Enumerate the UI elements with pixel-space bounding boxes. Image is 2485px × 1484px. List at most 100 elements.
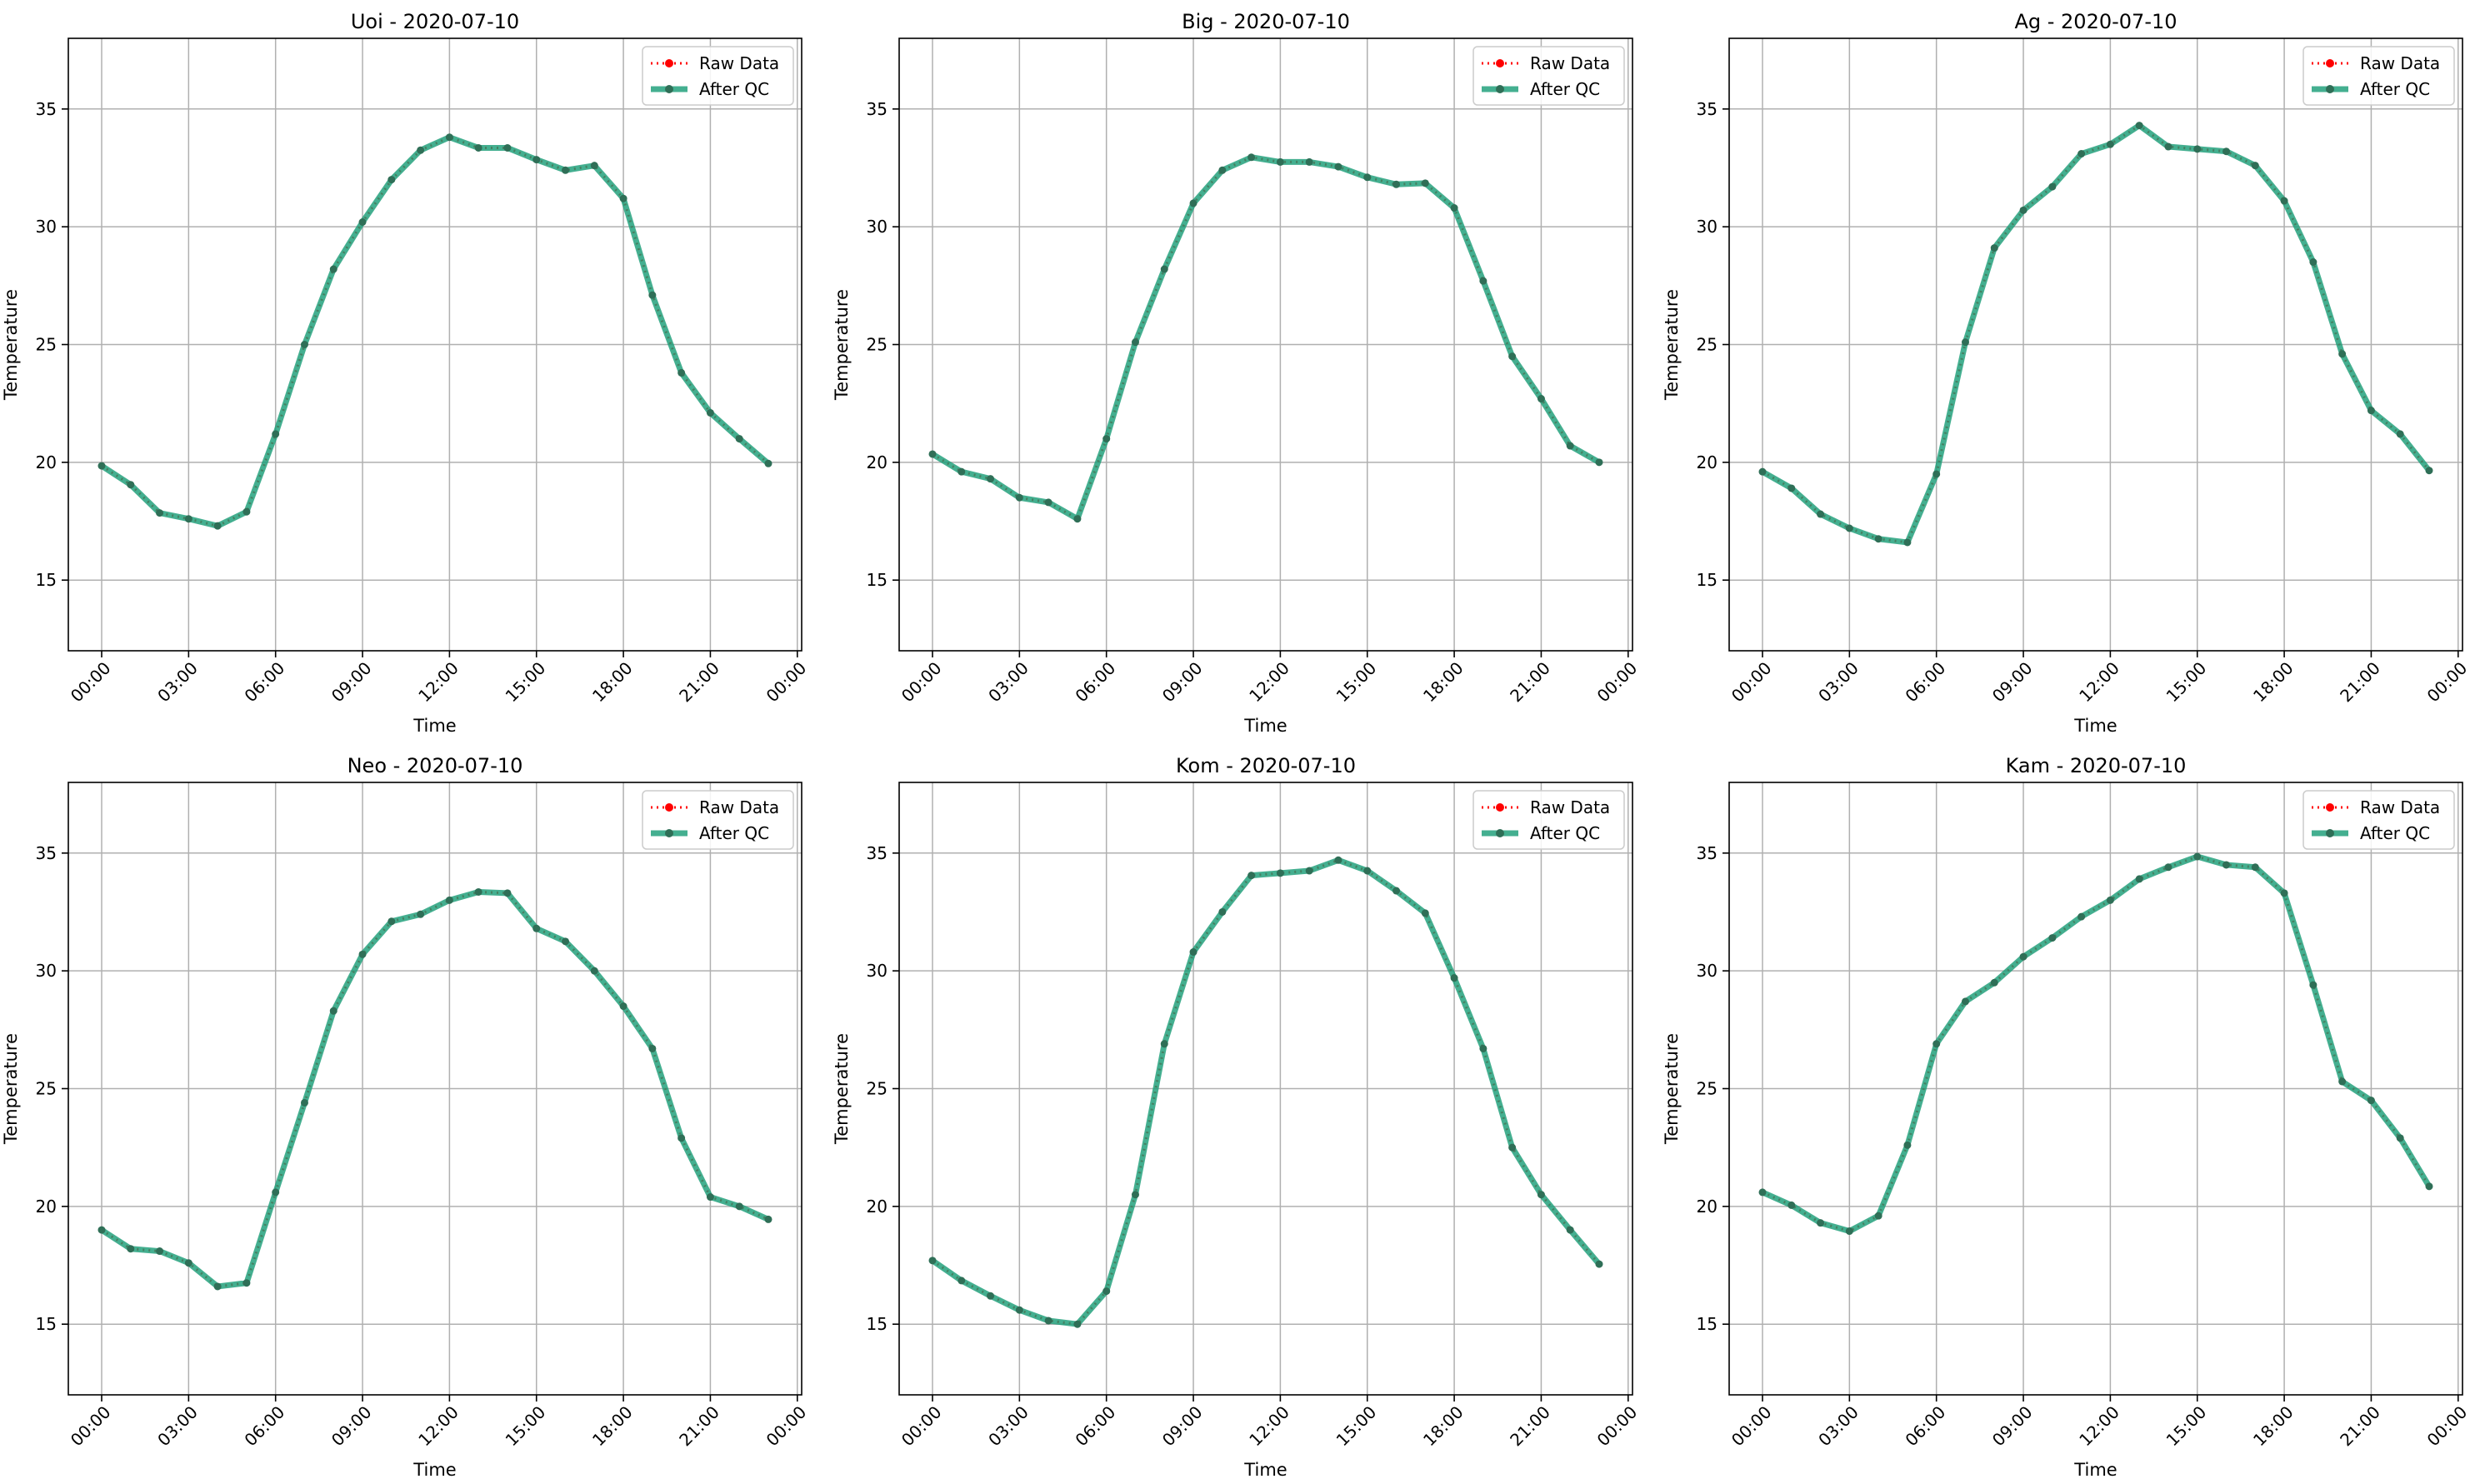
after-qc-point [1788,1201,1796,1209]
after-qc-point [2164,863,2172,872]
after-qc-point [2367,1097,2375,1105]
x-tick-label: 06:00 [1902,658,1950,707]
legend-qc-marker [2326,829,2334,837]
x-tick-label: 00:00 [762,1402,811,1451]
legend-raw-marker [1496,803,1504,812]
after-qc-line [1761,122,2432,546]
chart-title: Kam - 2020-07-10 [2006,754,2187,777]
x-tick-label: 03:00 [984,658,1032,707]
legend-raw-marker [2326,59,2334,67]
after-qc-point [678,368,686,377]
legend: Raw Data After QC [1472,790,1625,850]
y-tick-label: 20 [1697,1197,1718,1217]
x-tick-label: 21:00 [2336,1402,2384,1451]
x-tick-label: 21:00 [1506,658,1554,707]
after-qc-point [1248,153,1256,162]
after-qc-line [931,857,1602,1327]
after-qc-point [764,1215,772,1223]
after-qc-point [474,143,482,152]
after-qc-point [242,1279,251,1287]
after-qc-point [1218,166,1227,174]
after-qc-point [735,1202,743,1211]
x-tick-label: 06:00 [1072,658,1120,707]
after-qc-point [2251,863,2259,872]
y-tick-label: 35 [1697,843,1718,863]
legend-raw-label: Raw Data [2360,53,2440,73]
after-qc-point [213,522,222,530]
after-qc-point [1903,538,1912,547]
after-qc-point [127,1245,135,1253]
y-axis-label: Temperature [1,1033,21,1145]
after-qc-point [300,1098,308,1107]
after-qc-point [1334,162,1342,171]
x-tick-label: 00:00 [2423,658,2472,707]
after-qc-point [2280,889,2288,897]
y-tick-label: 25 [867,1079,888,1099]
legend-raw-marker [665,803,673,812]
y-tick-label: 30 [36,217,57,237]
after-qc-point [1160,1040,1168,1048]
x-tick-label: 12:00 [414,658,462,707]
x-tick-label: 03:00 [1814,1402,1862,1451]
y-tick-label: 35 [867,843,888,863]
x-tick-label: 21:00 [675,1402,723,1451]
chart-panel: 15 20 25 30 35 00:00 03:00 06:00 09:00 12:00 15:00… [1,10,810,736]
after-qc-point [2280,197,2288,205]
chart-panel: 15 20 25 30 35 00:00 03:00 06:00 09:00 12:00 15:00… [1,754,810,1480]
legend-raw-marker [665,59,673,67]
y-tick-label: 25 [1697,1079,1718,1099]
chart-title: Big - 2020-07-10 [1182,10,1350,33]
raw-data-line [1762,123,2431,544]
after-qc-point [156,509,164,517]
x-tick-label: 03:00 [1814,658,1862,707]
after-qc-point [648,1044,657,1052]
y-tick-label: 30 [867,961,888,981]
after-qc-point [1334,856,1342,864]
after-qc-point [2078,912,2086,921]
x-tick-label: 00:00 [898,658,946,707]
after-qc-point [1479,1044,1488,1052]
after-qc-line [1761,853,2432,1235]
after-qc-line [931,154,1601,522]
y-tick-label: 30 [867,217,888,237]
after-qc-point [2019,206,2028,214]
legend-raw-marker [2326,803,2334,812]
after-qc-point [388,917,396,926]
x-tick-label: 12:00 [2075,658,2123,707]
after-qc-point [1363,173,1372,182]
after-qc-point [619,1002,628,1011]
after-qc-point [503,143,512,152]
after-qc-point [562,166,570,174]
x-tick-label: 21:00 [2336,658,2384,707]
after-qc-point [928,450,937,458]
y-tick-label: 20 [867,1197,888,1217]
after-qc-point [417,146,425,154]
y-axis-label: Temperature [1,289,21,401]
x-tick-label: 18:00 [1419,1402,1468,1451]
legend: Raw Data After QC [642,790,794,850]
after-qc-point [532,924,541,932]
after-qc-point [300,341,308,348]
after-qc-point [1450,974,1458,982]
after-qc-point [1160,265,1168,273]
x-tick-label: 15:00 [1332,1402,1381,1451]
x-tick-label: 12:00 [414,1402,462,1451]
after-qc-point [532,156,541,164]
after-qc-point [127,481,135,489]
after-qc-point [1845,524,1853,532]
chart-panel: 15 20 25 30 35 00:00 03:00 06:00 09:00 12:00 15:00… [1662,10,2471,736]
after-qc-point [1874,535,1882,543]
x-tick-label: 12:00 [1245,1402,1293,1451]
after-qc-point [156,1247,164,1256]
x-tick-label: 15:00 [2162,658,2211,707]
after-qc-point [1961,338,1969,347]
x-tick-label: 06:00 [1902,1402,1950,1451]
after-qc-point [1248,872,1256,880]
after-qc-point [329,1007,338,1015]
after-qc-point [1874,1212,1882,1220]
y-tick-label: 15 [867,1314,888,1334]
after-qc-point [648,291,657,299]
after-qc-point [1508,1143,1517,1152]
after-qc-point [1788,484,1796,492]
y-tick-label: 15 [867,570,888,590]
